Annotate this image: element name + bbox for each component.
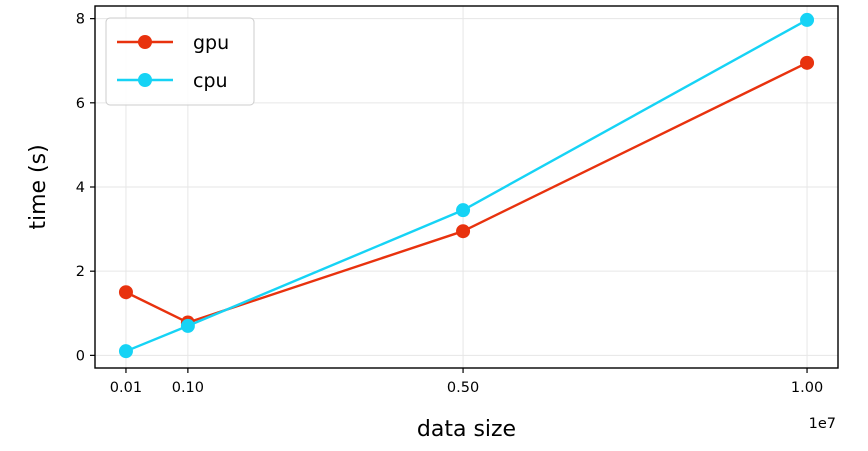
legend-box <box>105 17 255 106</box>
legend-item-cpu: cpu <box>117 70 228 92</box>
y-tick-label: 8 <box>76 12 85 28</box>
x-tick-label: 0.50 <box>447 380 479 396</box>
series-line-cpu <box>125 18 808 353</box>
grid <box>95 6 838 368</box>
x-tick-label: 0.10 <box>172 380 204 396</box>
x-axis: 0.01 0.10 0.50 1.00 <box>110 368 823 396</box>
data-point-cpu <box>456 203 471 218</box>
y-tick-label: 6 <box>76 96 85 112</box>
y-tick-label: 4 <box>76 180 85 196</box>
data-point-gpu <box>118 285 133 300</box>
series-line-gpu <box>125 61 808 324</box>
x-tick-label: 0.01 <box>110 380 142 396</box>
y-tick-label: 2 <box>76 264 85 280</box>
legend-marker-gpu <box>138 35 152 49</box>
legend-item-gpu: gpu <box>117 32 229 54</box>
y-axis: 0 2 4 6 8 <box>76 12 95 364</box>
legend-label-gpu: gpu <box>193 32 229 54</box>
y-axis-label: time (s) <box>26 144 51 229</box>
series-cpu <box>118 12 815 359</box>
data-point-cpu <box>180 318 195 333</box>
data-point-gpu <box>456 224 471 239</box>
x-axis-offset-label: 1e7 <box>809 416 836 432</box>
x-tick-label: 1.00 <box>791 380 823 396</box>
data-point-gpu <box>800 55 815 70</box>
legend-marker-cpu <box>138 73 152 87</box>
series-layer <box>118 12 815 359</box>
y-tick-label: 0 <box>76 348 85 364</box>
x-axis-label: data size <box>417 417 516 442</box>
data-point-cpu <box>800 12 815 27</box>
legend-label-cpu: cpu <box>193 70 228 92</box>
legend: gpu cpu <box>105 17 255 106</box>
data-point-cpu <box>118 344 133 359</box>
